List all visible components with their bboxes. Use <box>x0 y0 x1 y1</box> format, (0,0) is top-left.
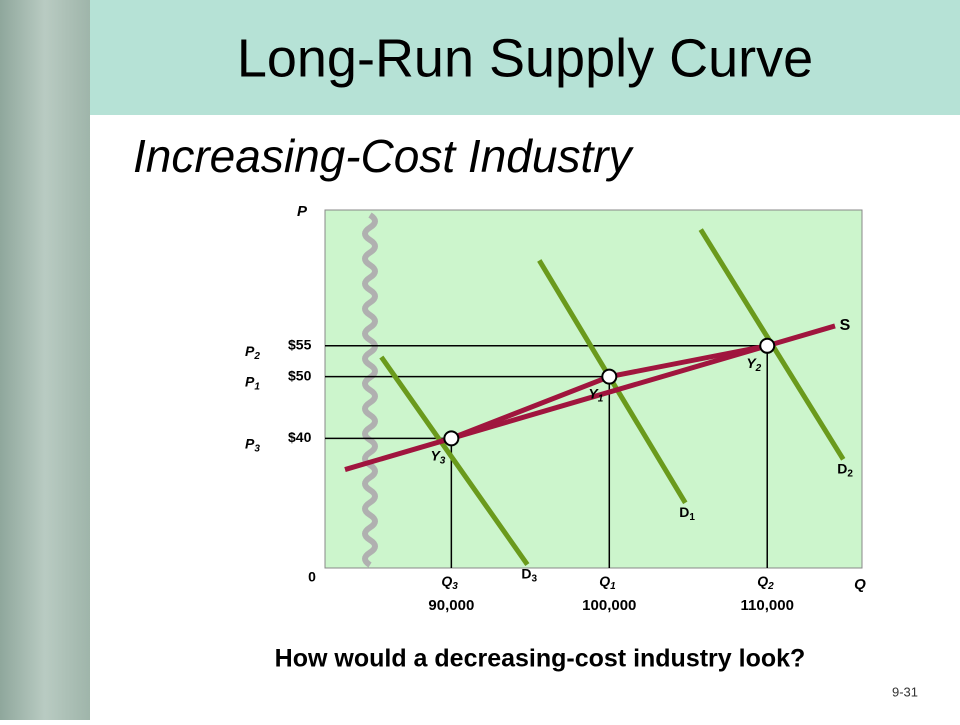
equilibrium-point <box>443 430 460 447</box>
x-tick-label: 100,000 <box>582 597 636 614</box>
y-tick-label: $40 <box>288 429 312 445</box>
chart: P Q 0 D3 D1 D2 S Y3 P3 Q3 Y1 P1 Q1 Y2 P2 Q2 $40 $50 $55 90,… <box>245 203 866 614</box>
supply-label: S <box>840 317 851 334</box>
quantity-label: Q3 <box>441 573 458 592</box>
y-tick-label: $55 <box>288 336 312 352</box>
price-label: P2 <box>245 342 260 361</box>
y-tick-label: $50 <box>288 367 312 383</box>
slide-title: Long-Run Supply Curve <box>237 28 813 88</box>
question: How would a decreasing-cost industry loo… <box>275 645 806 673</box>
demand-label: D2 <box>837 460 853 479</box>
side-strip <box>0 0 90 720</box>
point-label: Y1 <box>588 385 603 404</box>
axis-break <box>362 212 378 568</box>
plot-area <box>324 209 863 569</box>
quantity-label: Q1 <box>599 573 616 592</box>
price-label: P1 <box>245 373 260 392</box>
origin-label: 0 <box>308 569 316 585</box>
price-label: P3 <box>245 435 260 454</box>
x-tick-label: 90,000 <box>428 597 474 614</box>
demand-label: D3 <box>521 565 537 584</box>
equilibrium-point <box>601 368 618 385</box>
point-label: Y2 <box>746 354 761 373</box>
x-axis-label: Q <box>854 576 866 593</box>
point-label: Y3 <box>430 447 445 466</box>
y-axis-label: P <box>297 203 308 220</box>
demand-curve <box>379 355 530 566</box>
demand-label: D1 <box>679 504 695 523</box>
slide-subtitle: Increasing-Cost Industry <box>133 130 635 182</box>
page-number: 9-31 <box>892 684 918 699</box>
quantity-label: Q2 <box>757 573 774 592</box>
x-tick-label: 110,000 <box>741 597 794 614</box>
equilibrium-point <box>759 337 776 354</box>
title-band <box>90 0 960 115</box>
